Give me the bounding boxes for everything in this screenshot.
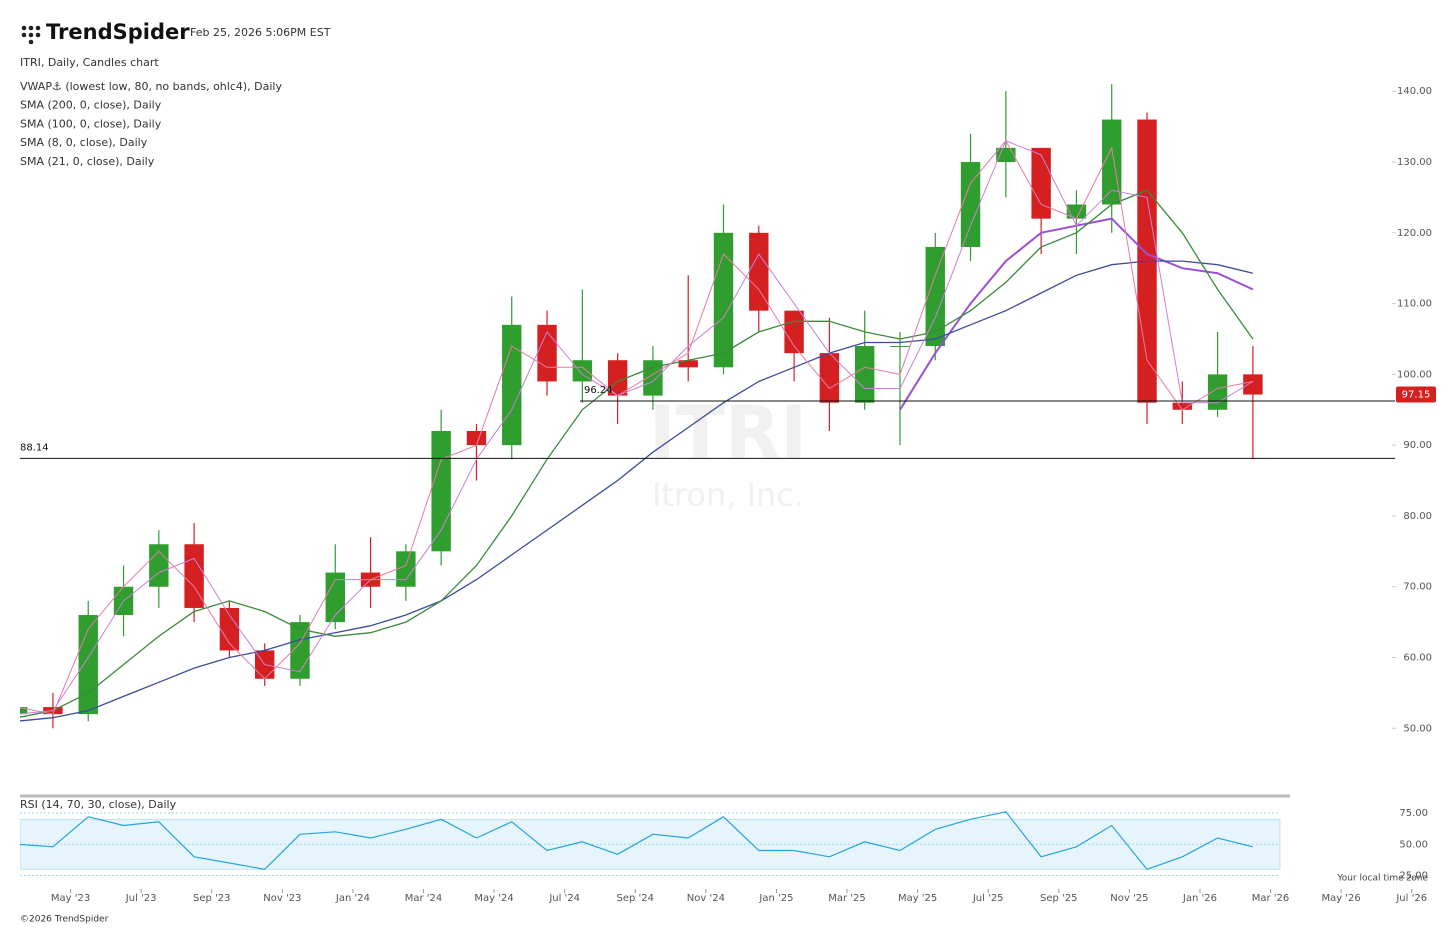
timestamp: Feb 25, 2026 5:06PM EST (190, 26, 331, 39)
candle-body (925, 246, 945, 347)
y-tick-label: 140.00 (1397, 86, 1432, 97)
candle-body (537, 324, 557, 382)
x-tick-label: Nov '23 (263, 893, 301, 904)
candle-body (819, 353, 840, 403)
y-tick-label: 90.00 (1403, 440, 1432, 451)
last-price-label: 97.15 (1402, 390, 1431, 401)
y-tick-label: 130.00 (1397, 157, 1432, 168)
x-tick-label: Jul '25 (972, 893, 1004, 904)
candle-body (1172, 402, 1193, 410)
candle-body (1031, 147, 1051, 219)
legend-entry: SMA (21, 0, close), Daily (20, 155, 155, 168)
price-panel (20, 84, 1263, 729)
x-tick-label: Sep '23 (193, 893, 231, 904)
candle-body (713, 232, 734, 368)
brand: TrendSpider (46, 20, 190, 44)
candle-body (219, 607, 240, 651)
chart-title: ITRI, Daily, Candles chart (20, 56, 159, 69)
y-tick-label: 80.00 (1403, 511, 1432, 522)
x-tick-label: Sep '25 (1040, 893, 1078, 904)
y-tick-label: 110.00 (1397, 299, 1432, 310)
rsi-panel (20, 811, 1281, 876)
x-tick-label: May '24 (474, 893, 513, 904)
watermark-subtitle: Itron, Inc. (652, 476, 804, 514)
candle-body (20, 707, 28, 715)
copyright: ©2026 TrendSpider (20, 915, 109, 925)
rsi-tick-label: 25.00 (1399, 871, 1428, 882)
y-tick-label: 50.00 (1403, 723, 1432, 734)
x-tick-label: Jan '24 (335, 893, 370, 904)
candle-body (749, 232, 769, 311)
legend-entry: RSI (14, 70, 30, close), Daily (20, 798, 177, 811)
candle-body (678, 360, 698, 368)
candle-body (1102, 119, 1122, 205)
series-line (20, 189, 1254, 718)
series-line (20, 811, 1254, 871)
y-tick-label: 60.00 (1403, 653, 1432, 664)
candle-body (996, 147, 1016, 163)
legend-entry: VWAP⚓ (lowest low, 80, no bands, ohlc4),… (20, 80, 282, 93)
rsi-tick-label: 50.00 (1399, 839, 1428, 850)
x-tick-label: May '26 (1321, 893, 1360, 904)
legend-entry: SMA (8, 0, close), Daily (20, 136, 148, 149)
candle-body (502, 324, 522, 446)
last-price-tag (1396, 386, 1436, 403)
x-tick-label: Nov '24 (687, 893, 725, 904)
x-tick-label: Sep '24 (617, 893, 655, 904)
candle-body (466, 431, 487, 446)
y-tick-label: 100.00 (1397, 369, 1432, 380)
x-tick-label: Mar '25 (828, 893, 866, 904)
series-line (20, 140, 1254, 715)
rsi-tick-label: 75.00 (1399, 808, 1428, 819)
watermark: ITRI (649, 391, 807, 475)
legend-entry: SMA (200, 0, close), Daily (20, 99, 162, 112)
candle-body (607, 360, 628, 396)
x-tick-label: Jul '23 (125, 893, 157, 904)
x-tick-label: Jul '24 (548, 893, 580, 904)
x-tick-label: Jan '25 (758, 893, 793, 904)
price-level-label: 96.24 (584, 385, 613, 396)
candle-body (1243, 374, 1263, 395)
x-tick-label: Jan '26 (1182, 893, 1217, 904)
x-tick-label: Jul '26 (1395, 893, 1427, 904)
series-line (20, 260, 1254, 722)
y-tick-label: 120.00 (1397, 228, 1432, 239)
candle-body (854, 346, 875, 403)
candle-body (431, 431, 451, 552)
x-tick-label: May '25 (898, 893, 937, 904)
y-tick-label: 70.00 (1403, 582, 1432, 593)
x-tick-label: Mar '26 (1252, 893, 1290, 904)
price-level-label: 88.14 (20, 442, 49, 453)
x-tick-label: Nov '25 (1110, 893, 1148, 904)
x-tick-label: Mar '24 (405, 893, 443, 904)
series-line (20, 139, 1253, 715)
candle-body (960, 162, 981, 247)
candle-body (396, 551, 416, 587)
timezone-note: Your local time zone (1336, 874, 1428, 884)
logo-icon (21, 25, 41, 45)
candle-body (572, 360, 593, 382)
legend-entry: SMA (100, 0, close), Daily (20, 117, 162, 130)
x-tick-label: May '23 (51, 893, 90, 904)
candle-body (890, 346, 910, 348)
